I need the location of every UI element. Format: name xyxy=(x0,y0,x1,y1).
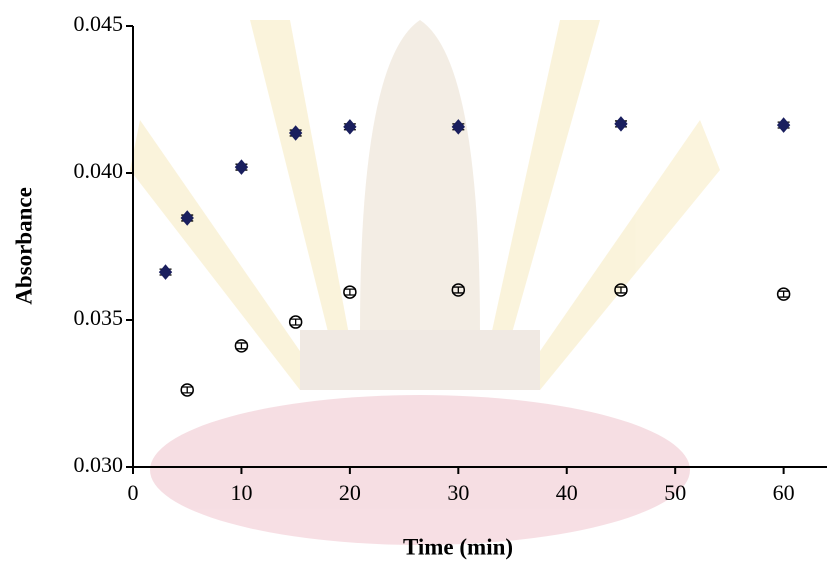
data-point xyxy=(180,383,194,397)
data-point xyxy=(343,119,357,135)
data-point xyxy=(451,119,465,135)
x-tick-label: 50 xyxy=(664,480,686,505)
y-tick-label: 0.030 xyxy=(74,452,124,477)
watermark-shape xyxy=(300,330,540,390)
point xyxy=(234,159,249,175)
data-point xyxy=(451,283,466,297)
data-point xyxy=(288,315,303,329)
x-tick-label: 10 xyxy=(230,480,252,505)
point xyxy=(180,383,194,397)
data-point xyxy=(234,159,249,175)
x-tick-label: 60 xyxy=(773,480,795,505)
x-tick-label: 30 xyxy=(447,480,469,505)
data-point xyxy=(288,125,303,141)
point xyxy=(158,264,173,280)
data-point xyxy=(776,287,791,301)
y-axis-title: Absorbance xyxy=(11,187,36,305)
point xyxy=(234,339,249,353)
error-bar xyxy=(289,318,302,326)
x-tick-label: 0 xyxy=(128,480,139,505)
point xyxy=(776,287,791,301)
error-bar xyxy=(614,286,627,294)
error-bar xyxy=(777,290,790,298)
x-tick-label: 40 xyxy=(556,480,578,505)
point xyxy=(288,125,303,141)
point xyxy=(614,283,628,297)
x-axis-title: Time (min) xyxy=(403,534,513,559)
error-bar xyxy=(452,286,465,294)
watermark-shape xyxy=(520,120,720,390)
error-bar xyxy=(181,386,194,394)
data-point xyxy=(180,210,194,226)
point xyxy=(614,116,628,132)
y-tick-label: 0.035 xyxy=(74,305,124,330)
data-point xyxy=(614,116,628,132)
error-bar xyxy=(235,342,248,350)
y-tick-label: 0.045 xyxy=(74,11,124,36)
data-point xyxy=(614,283,628,297)
point xyxy=(343,119,357,135)
point xyxy=(343,285,357,299)
point xyxy=(776,117,791,133)
error-bar xyxy=(343,288,356,296)
point xyxy=(288,315,303,329)
y-tick-label: 0.040 xyxy=(74,158,124,183)
watermark-shape xyxy=(360,20,480,330)
data-point xyxy=(158,264,173,280)
point xyxy=(451,283,466,297)
watermark-shape xyxy=(490,20,600,340)
data-point xyxy=(234,339,249,353)
watermark-shape xyxy=(150,395,690,545)
watermark xyxy=(130,20,720,545)
point xyxy=(180,210,194,226)
data-point xyxy=(343,285,357,299)
watermark-shape xyxy=(250,20,350,340)
data-point xyxy=(776,117,791,133)
watermark-shape xyxy=(130,120,320,390)
point xyxy=(451,119,465,135)
x-tick-label: 20 xyxy=(339,480,361,505)
